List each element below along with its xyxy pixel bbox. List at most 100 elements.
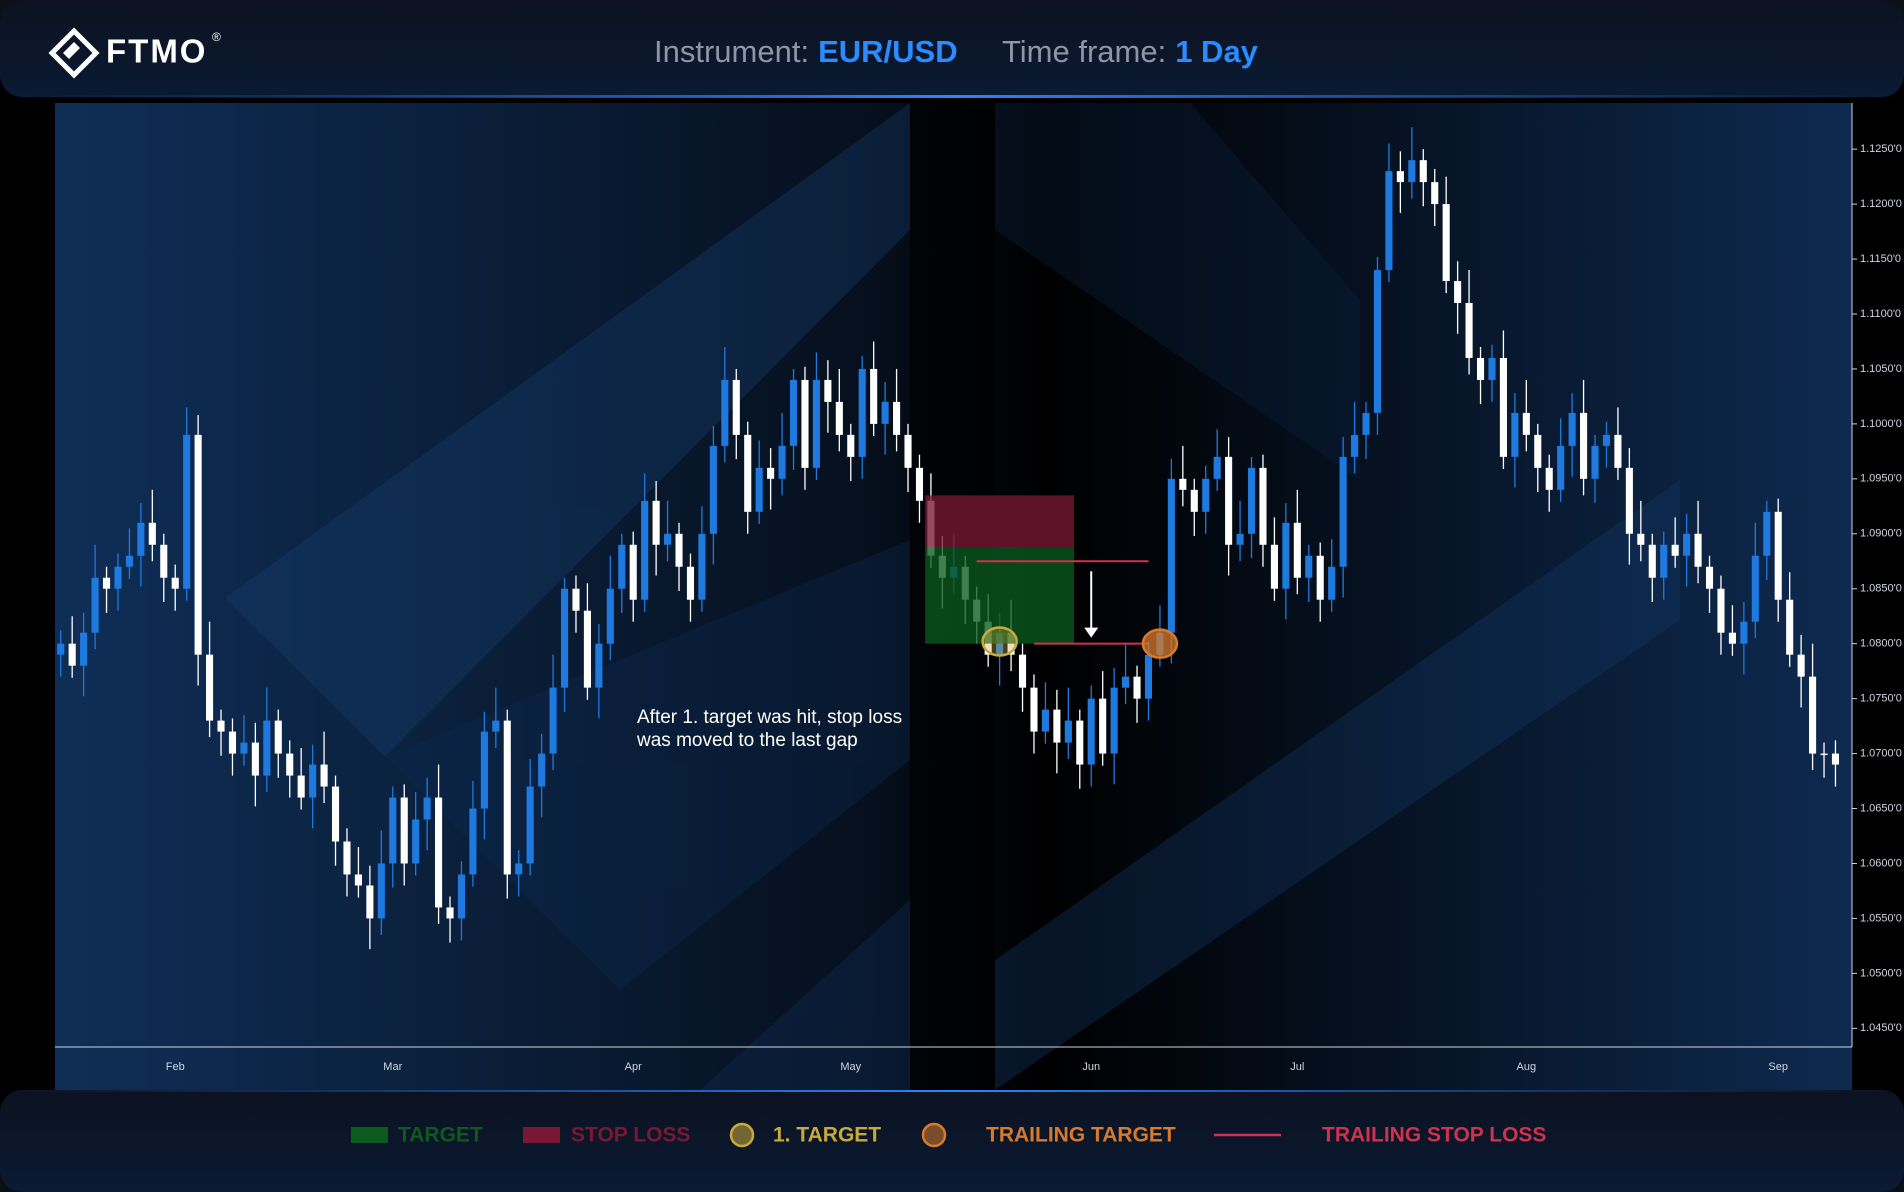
candle-body xyxy=(1431,182,1439,205)
y-tick-label: 1.0450'0 xyxy=(1860,1022,1902,1034)
candle-body xyxy=(57,643,65,655)
candle-body xyxy=(778,445,786,479)
candle-body xyxy=(1328,566,1336,600)
candle-body xyxy=(160,544,168,578)
y-tick-label: 1.0900'0 xyxy=(1860,528,1902,540)
legend-label: TARGET xyxy=(398,1124,483,1147)
candle-body xyxy=(1522,412,1530,435)
candle-body xyxy=(538,753,546,787)
candle-body xyxy=(1122,676,1130,688)
candle-body xyxy=(1247,467,1256,534)
candle-body xyxy=(1190,489,1198,512)
header-bar xyxy=(0,0,1904,97)
y-tick-label: 1.0650'0 xyxy=(1860,802,1902,814)
logo-mark: ® xyxy=(212,30,221,44)
candle-body xyxy=(835,401,843,435)
candle-body xyxy=(870,368,878,424)
chevron xyxy=(225,103,910,757)
candle-body xyxy=(1683,533,1691,556)
candle-body xyxy=(1545,467,1553,490)
candle-body xyxy=(171,577,179,589)
candle-body xyxy=(1499,357,1507,457)
candle-body xyxy=(1831,753,1840,765)
candle-body xyxy=(515,863,523,875)
y-tick-label: 1.0550'0 xyxy=(1860,912,1902,924)
legend-label: STOP LOSS xyxy=(571,1124,690,1147)
candle-body xyxy=(206,654,214,721)
target-marker xyxy=(1141,628,1179,659)
candle-body xyxy=(389,797,397,864)
candle-body xyxy=(1099,698,1107,754)
candle-body xyxy=(137,522,145,556)
candle-body xyxy=(331,786,340,842)
candle-body xyxy=(1133,676,1141,699)
chevron xyxy=(385,540,910,990)
candle-body xyxy=(320,764,328,787)
candle-body xyxy=(469,808,477,875)
candle-body xyxy=(1660,544,1668,578)
candle-body xyxy=(1385,171,1393,271)
candle-body xyxy=(572,588,580,611)
candle-body xyxy=(480,731,488,809)
candle-body xyxy=(721,379,729,446)
candle-body xyxy=(641,500,649,600)
candle-body xyxy=(1202,478,1210,512)
candle-body xyxy=(503,720,511,875)
candle-body xyxy=(1270,544,1278,589)
candle-body xyxy=(1637,533,1645,545)
timeframe-value: 1 Day xyxy=(1175,34,1258,69)
x-tick-label: Sep xyxy=(1768,1061,1788,1073)
candle-body xyxy=(1419,160,1427,183)
candle-body xyxy=(1339,456,1347,567)
candle-body xyxy=(1465,303,1473,358)
candle-body xyxy=(1225,456,1233,545)
candle-body xyxy=(1557,445,1565,490)
candle-body xyxy=(1236,533,1244,545)
candle-body xyxy=(1740,621,1748,644)
candle-body xyxy=(1351,434,1359,457)
candle-body xyxy=(881,401,889,424)
candle-body xyxy=(1041,709,1049,732)
candle-body xyxy=(1408,160,1416,183)
x-tick-label: Apr xyxy=(625,1061,642,1073)
timeframe-label: Time frame: xyxy=(1002,34,1166,69)
candle-body xyxy=(1442,204,1450,282)
x-tick-label: Jun xyxy=(1082,1061,1100,1073)
x-tick-label: Mar xyxy=(383,1061,402,1073)
candle-body xyxy=(893,401,901,435)
logo: FTMO ® xyxy=(48,27,221,79)
candle-body xyxy=(1568,412,1576,446)
legend-swatch xyxy=(351,1127,388,1143)
y-tick-label: 1.0500'0 xyxy=(1860,967,1902,979)
candle-body xyxy=(309,764,317,798)
candle-body xyxy=(343,841,351,875)
y-tick-label: 1.1200'0 xyxy=(1860,198,1902,210)
candle-body xyxy=(652,500,660,545)
chevron xyxy=(995,480,1680,1090)
candle-body xyxy=(1144,654,1153,699)
legend-swatch xyxy=(729,1122,755,1148)
y-tick-label: 1.1150'0 xyxy=(1860,253,1901,265)
annotation-line: After 1. target was hit, stop loss xyxy=(637,707,902,728)
candle-body xyxy=(286,753,294,776)
candle-body xyxy=(263,720,271,776)
candle-body xyxy=(1396,171,1404,183)
y-tick-label: 1.0950'0 xyxy=(1860,473,1902,485)
candle-body xyxy=(1282,522,1290,589)
candle-body xyxy=(686,566,695,600)
chevron xyxy=(700,900,910,1090)
footer-bar xyxy=(0,1090,1904,1192)
candle-body xyxy=(1580,412,1588,479)
candle-body xyxy=(824,379,832,402)
candle-body xyxy=(366,885,374,919)
candle-body xyxy=(412,819,420,864)
candle-body xyxy=(812,379,820,468)
candle-body xyxy=(1625,467,1633,534)
y-tick-label: 1.1100'0 xyxy=(1860,308,1901,320)
candle-body xyxy=(606,588,614,644)
candle-body xyxy=(1820,753,1828,756)
timeframe-heading: Time frame: 1 Day xyxy=(1002,34,1259,69)
candle-body xyxy=(549,687,557,754)
